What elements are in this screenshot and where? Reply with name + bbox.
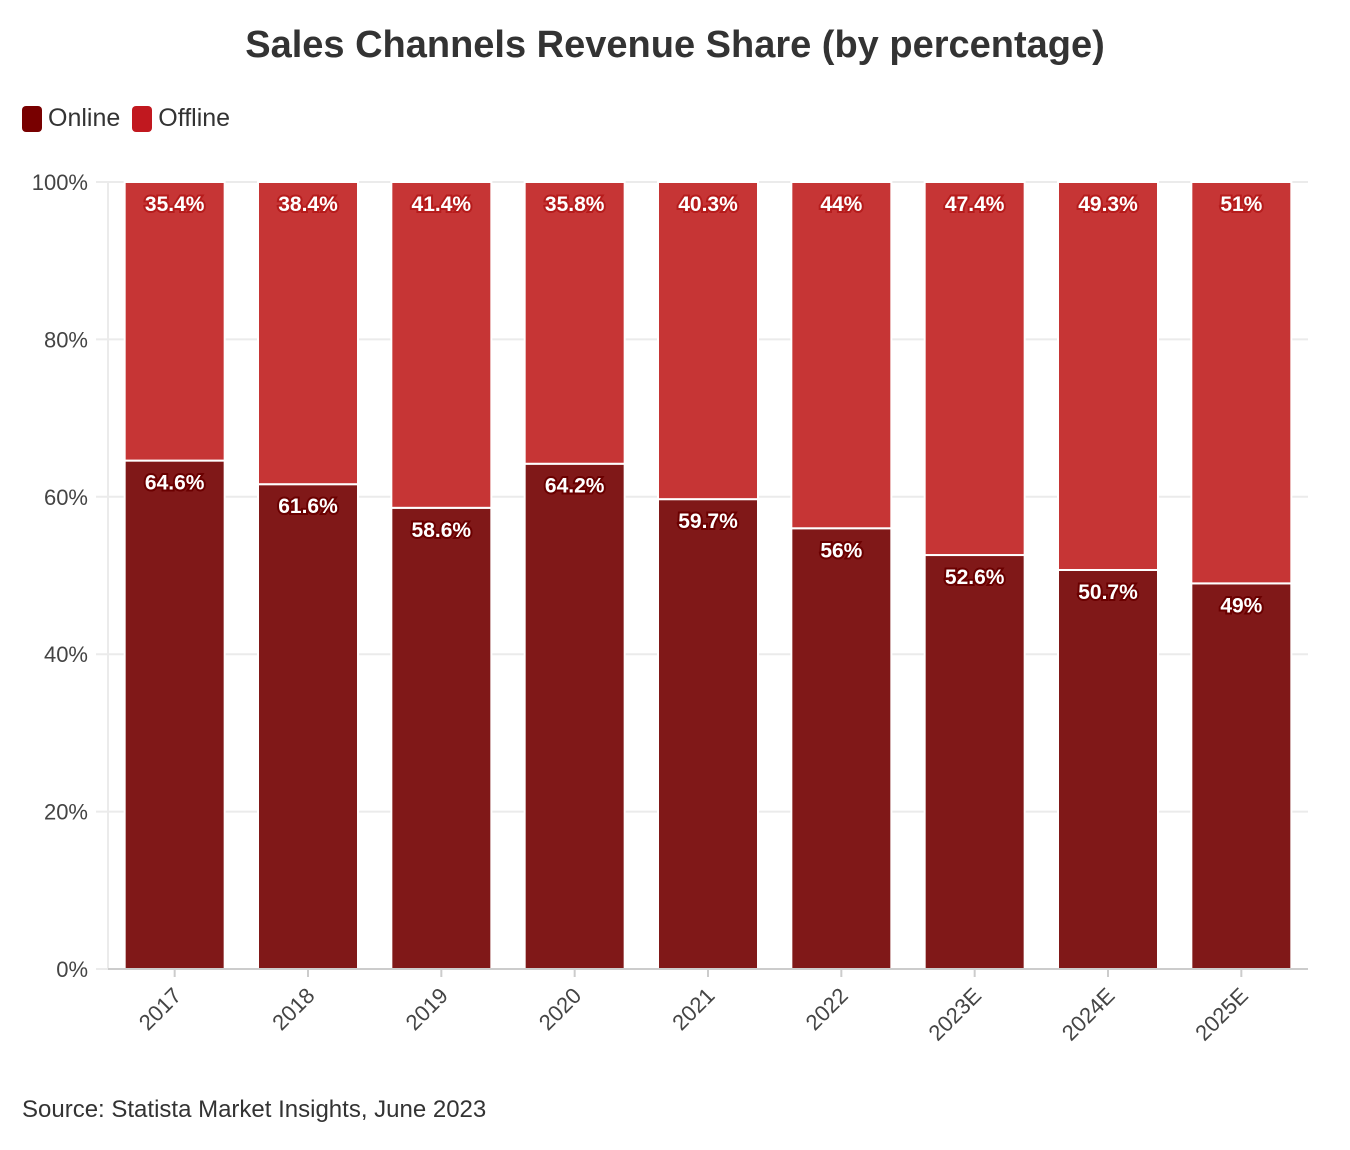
legend-swatch-offline [132,105,153,132]
data-label-offline: 44% [820,193,862,216]
x-tick-label: 2019 [401,983,453,1035]
data-label-offline: 40.3% [678,193,738,216]
y-tick-label: 80% [44,327,88,352]
bar-online [1057,568,1159,971]
bar-offline [790,181,893,530]
bar-online [657,498,759,970]
bar-offline [523,181,626,465]
bar-offline [390,181,493,509]
x-tick-label: 2022 [801,983,853,1035]
bar-online [523,462,626,970]
legend-swatch-online [22,105,42,132]
y-tick-label: 100% [32,170,88,195]
x-tick-label: 2021 [667,983,719,1035]
x-tick-label: 2024E [1057,983,1120,1046]
data-label-online: 58.6% [412,519,472,542]
bar-online [1190,582,1293,970]
legend-item-offline[interactable]: Offline [132,104,230,133]
bar-online [123,459,226,970]
x-tick-label: 2018 [267,983,319,1035]
bar-online [923,554,1026,971]
x-tick-label: 2017 [134,983,186,1035]
data-label-offline: 51% [1220,193,1262,216]
legend: Online Offline [22,104,230,133]
bar-offline [1057,181,1159,571]
data-label-online: 64.6% [145,472,205,495]
data-label-offline: 41.4% [412,193,472,216]
data-label-online: 49% [1220,594,1262,617]
data-label-offline: 35.4% [145,193,205,216]
data-label-online: 52.6% [945,566,1005,589]
bar-offline [1190,181,1293,585]
chart-title: Sales Channels Revenue Share (by percent… [245,24,1105,66]
bar-online [390,506,493,970]
bar-online [257,483,359,970]
data-label-offline: 38.4% [278,193,338,216]
y-tick-label: 0% [56,957,88,982]
source-note: Source: Statista Market Insights, June 2… [22,1096,487,1123]
data-label-online: 56% [820,539,862,562]
data-label-online: 61.6% [278,495,338,518]
bar-offline [923,181,1026,557]
legend-label-online: Online [48,104,121,132]
data-label-offline: 35.8% [545,193,605,216]
y-tick-label: 60% [44,485,88,510]
data-label-online: 50.7% [1078,581,1138,604]
y-tick-label: 40% [44,642,88,667]
bar-offline [123,181,226,462]
bar-offline [257,181,359,486]
x-tick-label: 2023E [924,983,987,1046]
bar-offline [657,181,759,501]
data-label-offline: 47.4% [945,193,1005,216]
y-tick-label: 20% [44,800,88,825]
data-label-offline: 49.3% [1078,193,1138,216]
legend-label-offline: Offline [158,104,231,132]
x-tick-label: 2025E [1190,983,1253,1046]
legend-item-online[interactable]: Online [22,104,120,133]
data-label-online: 59.7% [678,510,738,533]
bar-online [790,527,893,971]
data-label-online: 64.2% [545,475,605,498]
x-tick-label: 2020 [534,983,586,1035]
